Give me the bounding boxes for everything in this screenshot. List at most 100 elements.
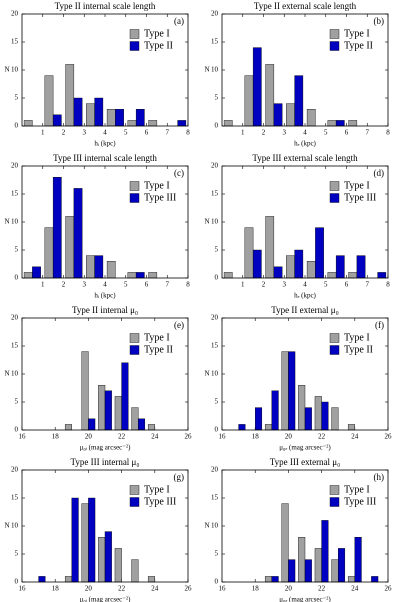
panel-label: (b)	[374, 16, 385, 26]
x-tick-label: 20	[85, 433, 93, 441]
y-tick-label: 5	[215, 94, 219, 102]
bar	[177, 120, 187, 127]
legend-label: Type I	[344, 484, 370, 495]
bar	[106, 261, 116, 279]
x-tick-label: 16	[19, 585, 27, 593]
x-tick-label: 4	[103, 129, 107, 137]
x-axis-label: hᵢ (kpc)	[94, 140, 116, 148]
legend-swatch	[129, 29, 140, 39]
bar	[371, 576, 379, 583]
legend-label: Type I	[144, 28, 170, 39]
y-tick-label: 20	[211, 10, 219, 18]
bar	[306, 108, 316, 127]
x-tick-label: 6	[145, 281, 149, 289]
x-tick-label: 22	[318, 585, 326, 593]
y-tick-label: 5	[15, 550, 19, 558]
x-tick-label: 4	[303, 129, 307, 137]
bar	[223, 120, 233, 127]
bar	[321, 520, 329, 583]
x-tick-label: 18	[52, 585, 60, 593]
bar	[298, 537, 306, 583]
y-tick-label: 5	[215, 398, 219, 406]
y-tick-label: 5	[15, 94, 19, 102]
plot-frame	[221, 469, 389, 583]
bar	[238, 424, 246, 431]
x-tick-label: 7	[166, 129, 170, 137]
bar	[244, 75, 254, 127]
plot-frame	[221, 317, 389, 431]
bar	[44, 227, 54, 279]
legend-swatch	[329, 181, 340, 191]
bar	[327, 120, 337, 127]
panel-label: (c)	[174, 168, 184, 178]
plot-frame	[21, 317, 189, 431]
x-tick-label: 26	[385, 585, 393, 593]
bar	[348, 272, 358, 279]
panel-title: Type III external scale length	[252, 153, 358, 163]
panel-title: Type II internal scale length	[55, 1, 156, 11]
bar	[147, 576, 156, 583]
bar	[356, 255, 366, 279]
panel-title: Type II internal μ₀	[72, 305, 138, 315]
bar	[23, 272, 33, 279]
y-tick-label: 20	[11, 162, 19, 170]
bar	[265, 64, 275, 127]
x-tick-label: 26	[185, 433, 193, 441]
bar	[81, 351, 89, 431]
x-tick-label: 6	[345, 281, 349, 289]
y-tick-label: 10	[11, 370, 19, 378]
legend-label: Type II	[144, 40, 173, 51]
y-tick-label: 5	[215, 550, 219, 558]
bar	[252, 47, 262, 127]
y-tick-label: 15	[211, 342, 219, 350]
y-tick-label: 20	[11, 10, 19, 18]
bar	[44, 75, 54, 127]
panel-title: Type II external μ₀	[271, 305, 339, 315]
x-tick-label: 24	[151, 433, 159, 441]
plot-frame	[21, 13, 189, 127]
bar	[65, 64, 75, 127]
bar	[281, 503, 289, 583]
legend-swatch	[329, 41, 340, 51]
bar	[331, 559, 339, 583]
bar	[98, 385, 106, 431]
bar	[114, 548, 122, 583]
legend-label: Type II	[144, 344, 173, 355]
bar	[271, 390, 279, 431]
y-axis-label: N	[204, 370, 209, 378]
bar	[252, 249, 262, 279]
y-tick-label: 0	[215, 426, 219, 434]
x-tick-label: 3	[283, 281, 287, 289]
panel-label: (h)	[374, 472, 385, 482]
bar	[223, 272, 233, 279]
bar	[306, 261, 316, 279]
y-axis-label: N	[204, 522, 209, 530]
y-tick-label: 10	[211, 370, 219, 378]
legend-label: Type III	[144, 496, 176, 507]
bar	[88, 497, 96, 583]
y-tick-label: 0	[15, 426, 19, 434]
bar	[127, 272, 137, 279]
panel-title: Type III internal μ₀	[70, 457, 139, 467]
bar	[286, 103, 295, 127]
bar	[288, 559, 296, 583]
bar	[244, 227, 254, 279]
bar	[335, 255, 345, 279]
bar	[64, 576, 73, 583]
y-tick-label: 10	[211, 218, 219, 226]
x-tick-label: 24	[151, 585, 159, 593]
bar	[347, 424, 356, 431]
legend-label: Type III	[344, 192, 376, 203]
panel-label: (a)	[174, 16, 184, 26]
bar	[354, 537, 362, 583]
x-axis-label: μ₀ᵢ (mag arcsec⁻²)	[80, 444, 131, 452]
x-axis-label: hᵢ (kpc)	[94, 292, 116, 300]
plot-frame	[221, 13, 389, 127]
x-tick-label: 6	[145, 129, 149, 137]
plot-frame	[21, 165, 189, 279]
legend-label: Type I	[344, 180, 370, 191]
y-axis-label: N	[4, 66, 9, 74]
bar	[94, 255, 104, 279]
panel-label: (g)	[174, 472, 185, 482]
x-tick-label: 1	[41, 129, 45, 137]
